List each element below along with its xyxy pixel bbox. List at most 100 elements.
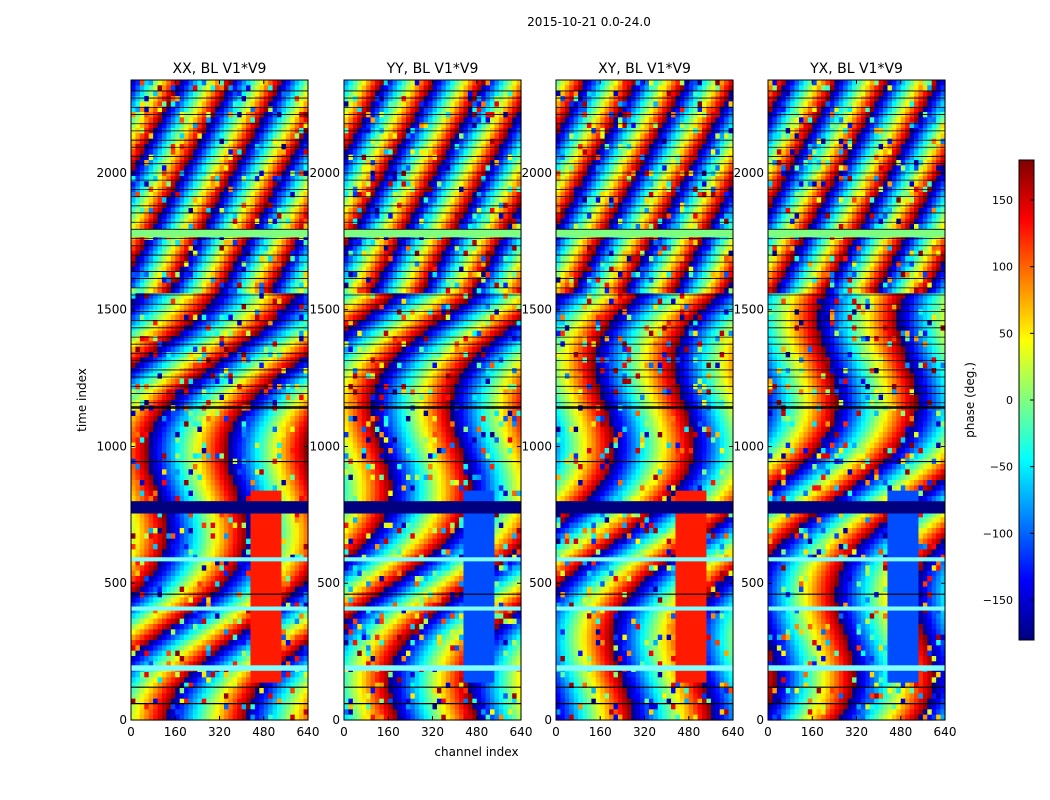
heatmap-cell [170, 437, 176, 444]
heatmap-cell [175, 522, 181, 529]
heatmap-cell [250, 261, 256, 268]
heatmap-cell [272, 160, 278, 166]
heatmap-cell [272, 245, 278, 252]
heatmap-cell [153, 213, 159, 220]
heatmap-cell [241, 336, 247, 342]
heatmap-cell [277, 570, 283, 577]
heatmap-cell [210, 522, 216, 529]
heatmap-cell [144, 432, 150, 438]
heatmap-cell [157, 490, 163, 497]
heatmap-cell [188, 629, 194, 636]
heatmap-cell [268, 378, 274, 385]
heatmap-cell [250, 570, 256, 577]
heatmap-cell [250, 608, 256, 614]
heatmap-cell [294, 234, 300, 241]
heatmap-cell [246, 624, 252, 630]
heatmap-cell [161, 218, 167, 225]
heatmap-cell [161, 709, 167, 716]
heatmap-cell [192, 250, 198, 257]
heatmap-cell [237, 325, 243, 332]
heatmap-cell [166, 160, 172, 166]
heatmap-cell [135, 362, 141, 369]
heatmap-cell [259, 586, 265, 593]
heatmap-cell [250, 634, 256, 641]
heatmap-cell [228, 416, 234, 422]
heatmap-cell [161, 394, 167, 401]
heatmap-cell [144, 629, 150, 636]
heatmap-cell [232, 426, 238, 433]
heatmap-cell [294, 90, 300, 97]
heatmap-cell [192, 576, 198, 582]
heatmap-cell [232, 650, 238, 657]
heatmap-cell [131, 490, 137, 497]
heatmap-cell [206, 234, 212, 241]
heatmap-cell [153, 592, 159, 598]
heatmap-cell [188, 709, 194, 716]
heatmap-cell [179, 426, 185, 433]
heatmap-cell [131, 320, 137, 326]
heatmap-cell [254, 592, 260, 598]
heatmap-cell [246, 602, 252, 609]
heatmap-cell [232, 618, 238, 625]
heatmap-cell [219, 250, 225, 257]
heatmap-cell [299, 394, 305, 401]
heatmap-cell [259, 688, 265, 694]
heatmap-cell [246, 453, 252, 460]
heatmap-cell [175, 250, 181, 257]
heatmap-cell [228, 565, 234, 572]
heatmap-cell [131, 149, 137, 156]
heatmap-cell [166, 165, 172, 172]
heatmap-cell [254, 570, 260, 577]
heatmap-cell [197, 160, 203, 166]
heatmap-cell [237, 298, 243, 305]
heatmap-cell [166, 496, 172, 502]
heatmap-cell [144, 538, 150, 545]
heatmap-cell [206, 325, 212, 332]
heatmap-cell [228, 368, 234, 374]
heatmap-cell [294, 250, 300, 257]
heatmap-cell [263, 389, 269, 396]
heatmap-cell [259, 352, 265, 358]
heatmap-cell [153, 330, 159, 337]
heatmap-cell [144, 181, 150, 188]
heatmap-cell [254, 325, 260, 332]
heatmap-cell [144, 442, 150, 449]
heatmap-cell [285, 373, 291, 380]
heatmap-cell [285, 325, 291, 332]
heatmap-cell [206, 122, 212, 129]
heatmap-cell [170, 165, 176, 172]
heatmap-cell [290, 165, 296, 172]
heatmap-cell [228, 682, 234, 689]
heatmap-cell [277, 709, 283, 716]
heatmap-cell [366, 85, 372, 92]
heatmap-cell [281, 330, 287, 337]
heatmap-cell [259, 373, 265, 380]
heatmap-cell [250, 346, 256, 353]
heatmap-cell [144, 346, 150, 353]
heatmap-cell [201, 645, 207, 652]
heatmap-cell [285, 256, 291, 262]
heatmap-cell [299, 618, 305, 625]
heatmap-cell [228, 240, 234, 246]
heatmap-cell [135, 549, 141, 556]
heatmap-cell [281, 677, 287, 684]
heatmap-cell [277, 304, 283, 310]
heatmap-cell [237, 346, 243, 353]
heatmap-cell [237, 538, 243, 545]
heatmap-cell [268, 261, 274, 268]
heatmap-cell [348, 90, 354, 97]
heatmap-cell [228, 277, 234, 284]
heatmap-cell [135, 234, 141, 241]
heatmap-cell [254, 288, 260, 294]
heatmap-cell [131, 373, 137, 380]
heatmap-cell [153, 240, 159, 246]
heatmap-cell [272, 480, 278, 486]
heatmap-cell [170, 149, 176, 156]
heatmap-cell [210, 490, 216, 497]
heatmap-cell [201, 704, 207, 710]
heatmap-cell [184, 346, 190, 353]
heatmap-cell [250, 714, 256, 721]
heatmap-cell [201, 581, 207, 588]
heatmap-cell [259, 410, 265, 417]
heatmap-cell [290, 304, 296, 310]
